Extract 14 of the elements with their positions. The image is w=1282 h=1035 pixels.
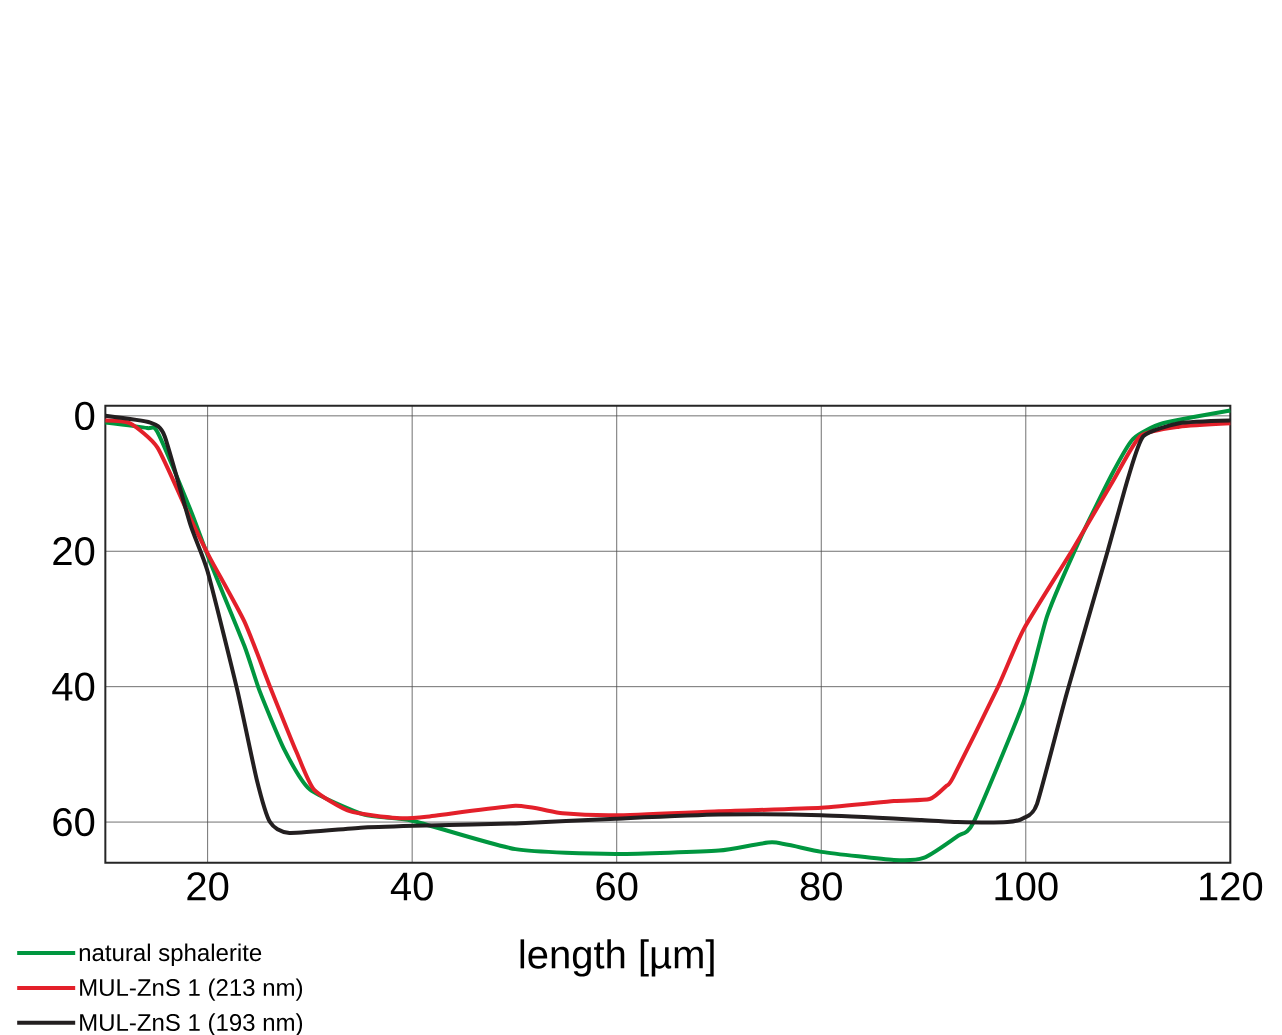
x-tick-label: 100 xyxy=(995,872,1058,901)
y-tick-label: 20 xyxy=(53,536,95,566)
y-tick-label: 60 xyxy=(53,807,95,837)
legend-label: MUL-ZnS 1 (213 nm) xyxy=(80,978,303,1001)
x-tick-label: 60 xyxy=(596,872,638,901)
x-tick-label: 20 xyxy=(187,872,229,901)
x-tick-label: 40 xyxy=(390,872,433,901)
x-tick-label: 120 xyxy=(1200,872,1263,901)
legend-label: MUL-ZnS 1 (193 nm) xyxy=(80,1013,303,1035)
x-tick-label: 80 xyxy=(800,872,842,901)
y-tick-label: 40 xyxy=(52,672,95,701)
legend-label: natural sphalerite xyxy=(79,943,262,966)
x-axis-title: length [µm] xyxy=(520,939,714,977)
y-tick-label: 0 xyxy=(75,401,95,430)
